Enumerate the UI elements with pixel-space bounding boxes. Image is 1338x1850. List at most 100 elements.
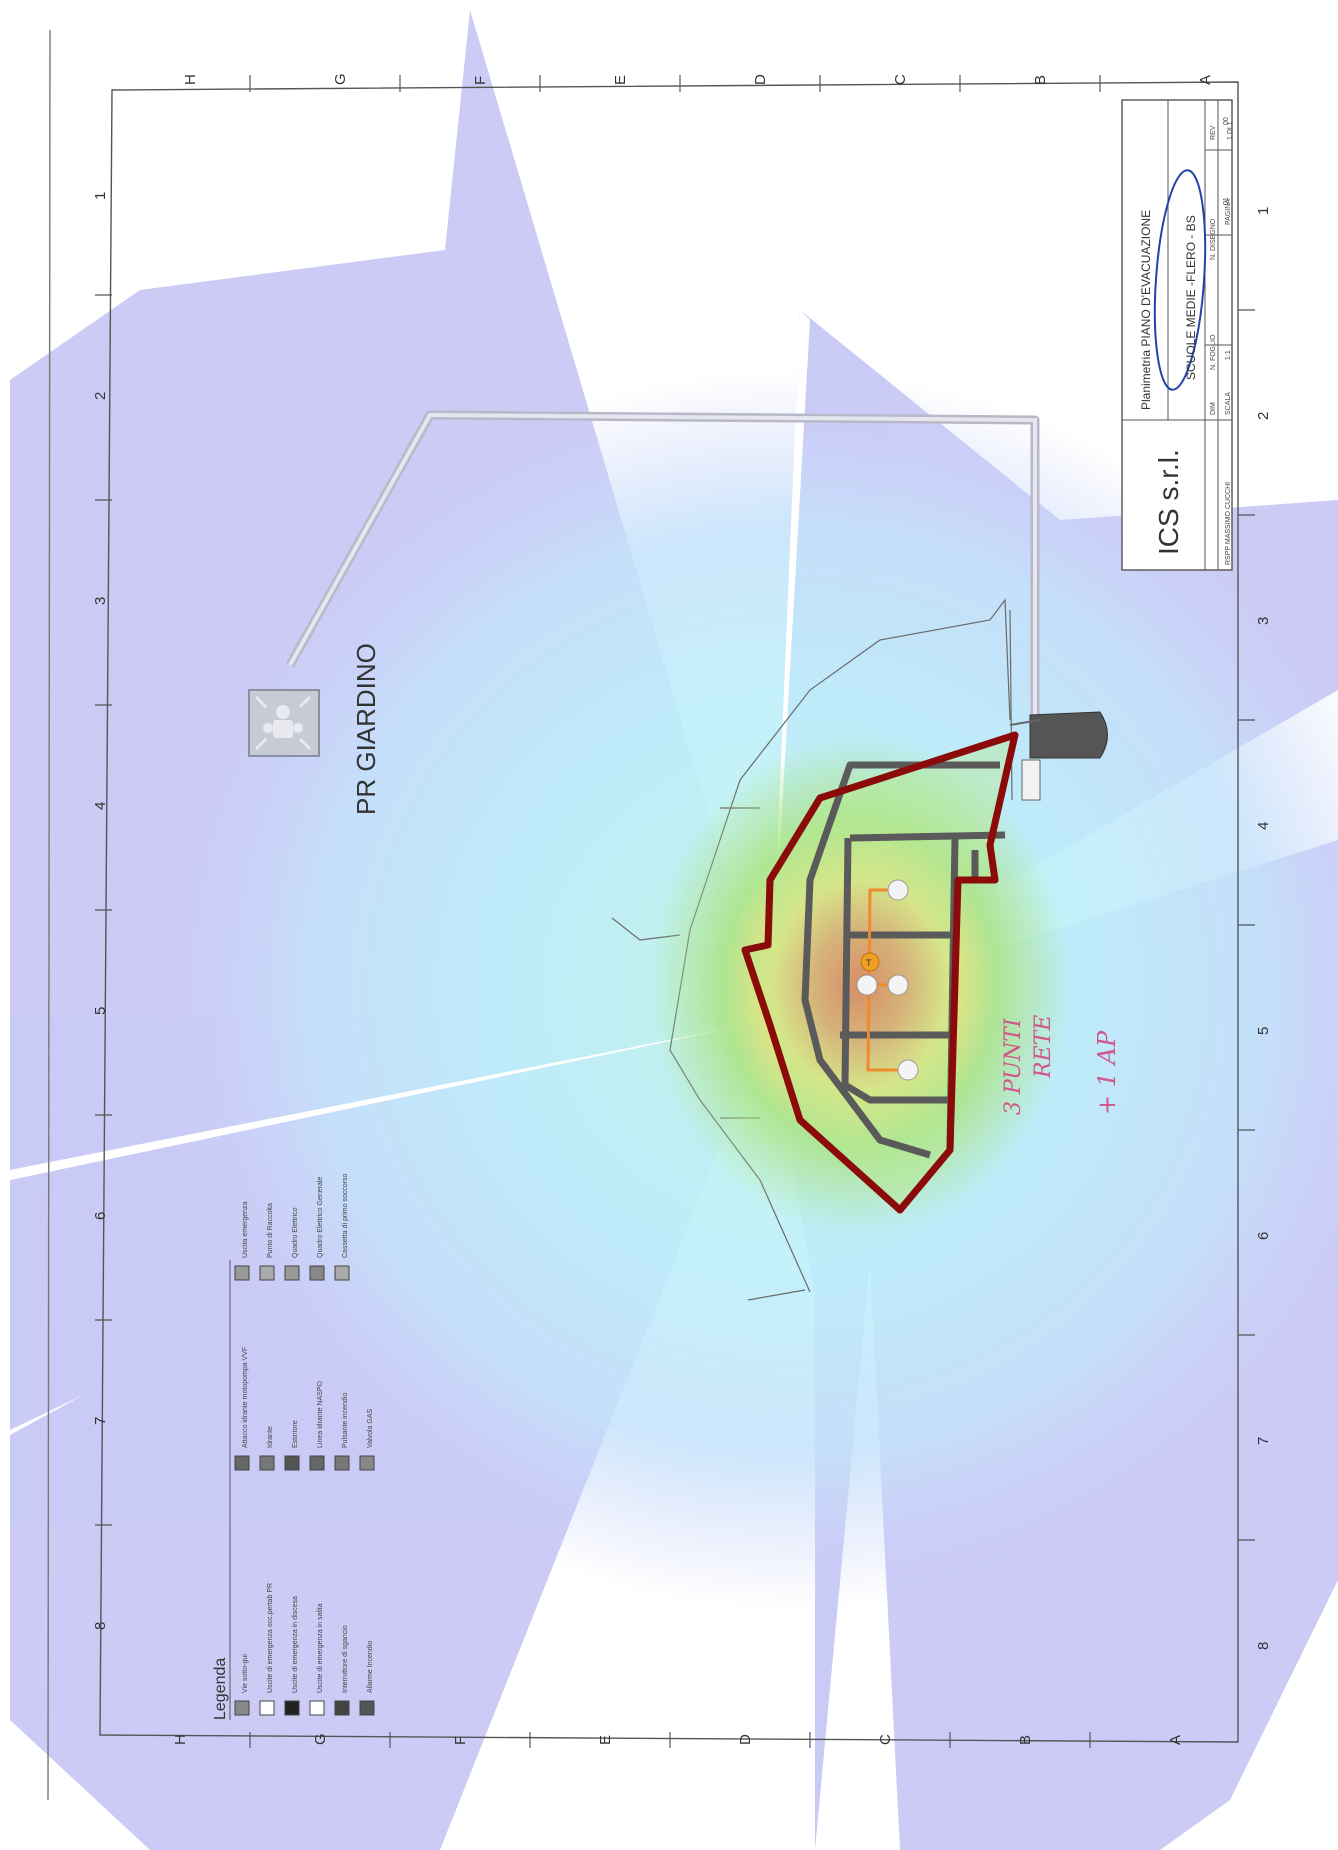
legend-symbol-icon (359, 1455, 375, 1471)
scala-label: SCALA (1225, 392, 1232, 415)
grid-letter: E (612, 75, 629, 85)
rev-value: 00 (1223, 117, 1230, 125)
dim-label: DIM (1210, 402, 1217, 415)
grid-letter: G (332, 73, 349, 85)
grid-number: 1 (92, 192, 109, 200)
grid-letter: C (892, 74, 909, 85)
legend-items: Vie sotto-gui Uscite di emergenza occ.per… (234, 1173, 375, 1716)
grid-number: 7 (92, 1417, 109, 1425)
legend-symbol-icon (234, 1265, 250, 1281)
legend (229, 1260, 231, 1720)
legend-symbol-icon (259, 1700, 275, 1716)
legend-item-label: Uscite di emergenza occ.pertab PR (267, 1583, 274, 1693)
grid-number: 7 (1255, 1437, 1272, 1445)
plan-title: Planimetria PIANO D'EVACUAZIONE (1139, 210, 1153, 410)
grid-number: 5 (92, 1007, 109, 1015)
legend-item-label: Estintore (292, 1420, 299, 1448)
n-foglio-label: N. FOGLIO (1210, 334, 1217, 370)
grid-letter: A (1197, 75, 1214, 85)
legend-item-label: Cassetta di primo soccorso (342, 1173, 349, 1258)
legend-item-label: Pulsante incendio (342, 1393, 349, 1448)
legend-item-label: Linea idrante NASPO (317, 1381, 324, 1448)
network-ports: T (856, 879, 919, 1081)
legend-symbol-icon (309, 1700, 325, 1716)
assembly-point-label: PR GIARDINO (351, 643, 381, 815)
rev-label: REV (1210, 125, 1217, 140)
grid-ticks (95, 75, 1255, 1748)
handwritten-note-points: 3 PUNTI (1001, 1017, 1026, 1115)
grid-number: 2 (92, 392, 109, 400)
assembly-point-icon (248, 689, 320, 757)
legend-item-label: Uscita emergenza (242, 1201, 249, 1258)
grid-number: 6 (1255, 1232, 1272, 1240)
legend-item-label: Punto di Raccolta (267, 1203, 274, 1258)
grid-letter: F (472, 76, 489, 85)
grid-letter: A (1167, 1735, 1184, 1745)
legend-item-label: Attacco idrante motopompa VVF (242, 1347, 249, 1448)
legend-symbol-icon (284, 1700, 300, 1716)
grid-number: 3 (92, 597, 109, 605)
legend-symbol-icon (259, 1455, 275, 1471)
grid-number: 3 (1255, 617, 1272, 625)
building-outline (741, 731, 1019, 1214)
legend-title: Legenda (212, 1658, 229, 1720)
pagina-value: 1 DI 1 (1227, 121, 1234, 140)
grid-letter: H (172, 1734, 189, 1745)
grid-letter: G (312, 1733, 329, 1745)
handwritten-note-network: RETE (1031, 1015, 1056, 1079)
svg-text:T: T (866, 958, 872, 968)
grid-number: 4 (1255, 822, 1272, 830)
grid-number: 8 (1255, 1642, 1272, 1650)
evacuation-route-inner (288, 412, 1037, 725)
grid-number: 6 (92, 1212, 109, 1220)
legend-item-label: Uscite di emergenza in salita (317, 1603, 324, 1693)
disegno-value: 01 (1223, 197, 1230, 205)
grid-letter: F (452, 1736, 469, 1745)
legend-item-label: Valvola GAS (367, 1409, 374, 1448)
grid-letter: C (877, 1734, 894, 1745)
drawing-frame (47, 29, 1239, 1801)
grid-letter: H (182, 74, 199, 85)
legend-symbol-icon (234, 1700, 250, 1716)
legend-symbol-icon (334, 1700, 350, 1716)
scala-value: 1:1 (1225, 350, 1232, 360)
legend-item-label: Interruttore di sgancio (342, 1625, 349, 1693)
legend-item-label: Idrante (267, 1426, 274, 1448)
access-point-icon (860, 952, 880, 972)
legend-symbol-icon (309, 1455, 325, 1471)
legend-symbol-icon (234, 1455, 250, 1471)
rspp-name: RSPP MASSIMO CUCCHI (1225, 482, 1232, 565)
legend-item-label: Quadro Elettrico (292, 1207, 299, 1258)
legend-symbol-icon (334, 1265, 350, 1281)
network-port-icon (897, 1059, 919, 1081)
n-disegno-label: N. DISEGNO (1210, 218, 1217, 260)
grid-numbers-right: 1 2 3 4 5 6 7 8 (1255, 207, 1272, 1650)
legend-symbol-icon (359, 1700, 375, 1716)
legend-symbol-icon (309, 1265, 325, 1281)
grid-number: 1 (1255, 207, 1272, 215)
grid-numbers-left: 1 2 3 4 5 6 7 8 (92, 192, 109, 1630)
exit-structure (1009, 711, 1108, 801)
legend-symbol-icon (284, 1265, 300, 1281)
grid-letter: B (1017, 1735, 1034, 1745)
grid-number: 8 (92, 1622, 109, 1630)
handwritten-note-ap: + 1 AP (1093, 1030, 1121, 1115)
pagina-label: PAGINA (1225, 199, 1232, 225)
legend-symbol-icon (259, 1265, 275, 1281)
company-name: ICS s.r.l. (1153, 449, 1184, 555)
network-port-icon (856, 974, 878, 996)
grid-number: 4 (92, 802, 109, 810)
network-port-icon (887, 879, 909, 901)
grid-letter: B (1032, 75, 1049, 85)
grid-number: 2 (1255, 412, 1272, 420)
school-name: SCUOLE MEDIE -FLERO - BS (1184, 215, 1198, 380)
legend-symbol-icon (334, 1455, 350, 1471)
legend-symbol-icon (284, 1455, 300, 1471)
title-block (1121, 99, 1233, 571)
legend-item-label: Quadro Elettrico Generale (317, 1177, 324, 1258)
legend-item-label: Uscite di emergenza in discesa (292, 1596, 299, 1693)
grid-letter: D (737, 1734, 754, 1745)
